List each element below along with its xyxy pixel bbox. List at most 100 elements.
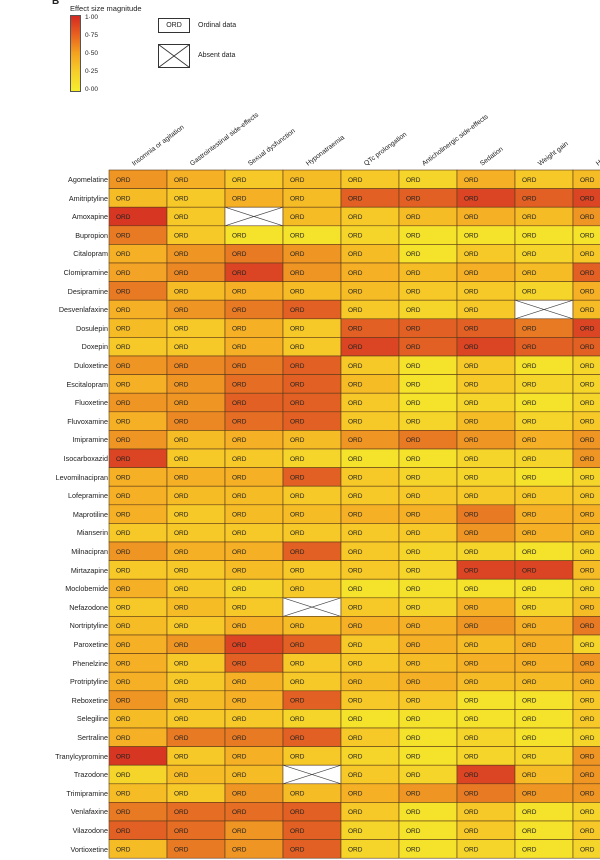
heatmap-cell-label: ORD <box>116 586 131 593</box>
heatmap-cell-label: ORD <box>174 623 189 630</box>
heatmap-cell-label: ORD <box>174 828 189 835</box>
heatmap-cell <box>572 392 600 413</box>
heatmap-cell-label: ORD <box>116 846 131 853</box>
heatmap-cell-label: ORD <box>290 512 305 519</box>
heatmap-cell-label: ORD <box>232 456 247 463</box>
heatmap-cell-label: ORD <box>464 419 479 426</box>
row-label: Amoxapine <box>72 212 108 222</box>
heatmap-cell-label: ORD <box>406 791 421 798</box>
heatmap-cell-label: ORD <box>580 456 595 463</box>
heatmap-cell-label: ORD <box>116 270 131 277</box>
heatmap-cell-label: ORD <box>522 400 537 407</box>
heatmap-cell-label: ORD <box>290 735 305 742</box>
heatmap-cell <box>572 188 600 208</box>
heatmap-cell-label: ORD <box>406 474 421 481</box>
absent-cross-line <box>282 597 342 617</box>
heatmap-cell-label: ORD <box>522 586 537 593</box>
heatmap-cell <box>572 560 600 580</box>
heatmap-cell-label: ORD <box>406 456 421 463</box>
heatmap-cell-label: ORD <box>174 177 189 184</box>
row-label: Paroxetine <box>73 640 108 649</box>
legend-tick-label: 0·50 <box>85 50 99 57</box>
heatmap-cell <box>572 430 600 450</box>
heatmap-cell-label: ORD <box>116 307 131 314</box>
heatmap-cell-label: ORD <box>406 493 421 500</box>
heatmap-cell-label: ORD <box>232 177 247 184</box>
heatmap-cell-label: ORD <box>116 195 131 202</box>
heatmap-cell-label: ORD <box>348 381 363 388</box>
heatmap-cell-label: ORD <box>232 195 247 202</box>
row-label: Amitriptyline <box>68 193 108 203</box>
heatmap-cell <box>572 839 600 859</box>
heatmap-cell-label: ORD <box>406 381 421 388</box>
heatmap-cell-label: ORD <box>522 493 537 500</box>
heatmap-cell-label: ORD <box>348 791 363 798</box>
heatmap-cell-label: ORD <box>290 177 305 184</box>
heatmap-cell-label: ORD <box>580 474 595 481</box>
heatmap-cell-label: ORD <box>522 605 537 612</box>
absent-cross-line <box>282 764 342 785</box>
heatmap-cell-label: ORD <box>116 772 131 779</box>
heatmap-cell-label: ORD <box>580 809 595 816</box>
heatmap-cell-label: ORD <box>116 400 131 407</box>
heatmap-cell-label: ORD <box>116 605 131 612</box>
row-label: Phenelzine <box>72 658 108 668</box>
heatmap-cell-label: ORD <box>580 791 595 798</box>
row-label: Desvenlafaxine <box>58 305 108 315</box>
heatmap-cell-label: ORD <box>174 735 189 742</box>
heatmap-cell-label: ORD <box>116 381 131 388</box>
heatmap-cell-label: ORD <box>232 828 247 835</box>
row-label: Lofepramine <box>68 491 108 501</box>
heatmap-cell-label: ORD <box>580 642 595 649</box>
heatmap-cell-label: ORD <box>580 344 595 351</box>
heatmap-cell <box>572 746 600 766</box>
heatmap-cell <box>572 690 600 710</box>
heatmap-cell-label: ORD <box>464 177 479 184</box>
heatmap-cell-label: ORD <box>174 716 189 723</box>
heatmap-cell-label: ORD <box>348 270 363 277</box>
heatmap-cell-label: ORD <box>116 530 131 537</box>
heatmap-cell-label: ORD <box>232 493 247 500</box>
heatmap-cell-label: ORD <box>290 753 305 760</box>
heatmap-cell-label: ORD <box>406 251 421 258</box>
row-label: Nortriptyline <box>69 621 108 631</box>
row-label: Citalopram <box>73 249 108 259</box>
heatmap-cell-label: ORD <box>290 493 305 500</box>
heatmap-cell-label: ORD <box>116 753 131 760</box>
heatmap-cell-label: ORD <box>580 307 595 314</box>
heatmap-cell-label: ORD <box>464 512 479 519</box>
heatmap-cell-label: ORD <box>406 605 421 612</box>
heatmap-cell-label: ORD <box>464 753 479 760</box>
heatmap-cell-label: ORD <box>174 679 189 686</box>
row-label: Protriptyline <box>70 677 108 687</box>
row-label: Reboxetine <box>71 695 108 705</box>
heatmap-cell-label: ORD <box>348 735 363 742</box>
heatmap-cell-label: ORD <box>406 828 421 835</box>
heatmap-cell-label: ORD <box>232 251 247 258</box>
heatmap-cell <box>572 634 600 654</box>
heatmap-cell-label: ORD <box>116 251 131 258</box>
row-label: Fluoxetine <box>74 398 108 408</box>
heatmap-cell <box>572 411 600 431</box>
row-label: Mirtazapine <box>70 565 108 575</box>
heatmap-cell <box>572 802 600 822</box>
row-label: Vortioxetine <box>70 844 108 854</box>
heatmap-cell-label: ORD <box>406 642 421 649</box>
heatmap-cell-label: ORD <box>464 828 479 835</box>
heatmap-cell-label: ORD <box>348 698 363 705</box>
heatmap-cell-label: ORD <box>290 400 305 407</box>
heatmap-cell-label: ORD <box>232 419 247 426</box>
legend-title: Effect size magnitude <box>70 4 142 13</box>
heatmap-cell-label: ORD <box>290 549 305 556</box>
heatmap-cell-label: ORD <box>290 623 305 630</box>
heatmap-cell-label: ORD <box>522 381 537 388</box>
heatmap-cell-label: ORD <box>348 288 363 295</box>
heatmap-cell <box>572 616 600 636</box>
heatmap-cell-label: ORD <box>406 177 421 184</box>
heatmap-cell-label: ORD <box>348 177 363 184</box>
row-label: Agomelatine <box>68 175 108 184</box>
heatmap-cell-label: ORD <box>522 195 537 202</box>
heatmap-cell-label: ORD <box>464 530 479 537</box>
heatmap-cell-label: ORD <box>174 846 189 853</box>
heatmap-cell-label: ORD <box>348 623 363 630</box>
